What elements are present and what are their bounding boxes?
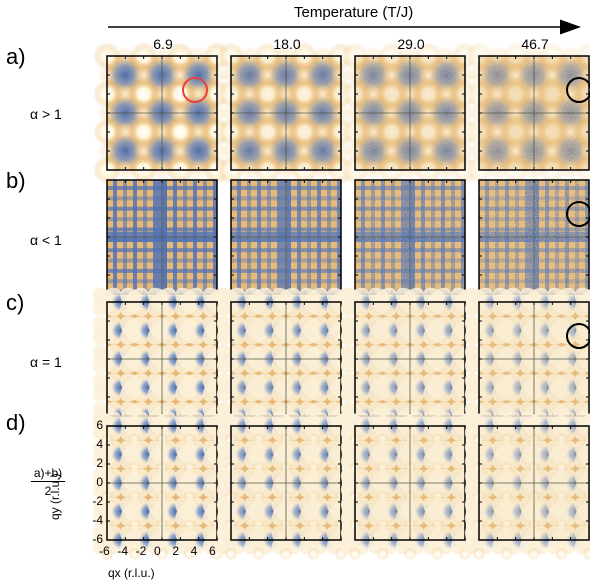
panel-r2-c4 [478, 179, 590, 295]
panel-r4-c3 [340, 411, 488, 561]
y-tick-label: -6 [92, 532, 103, 546]
x-tick-label: 2 [172, 544, 180, 558]
y-tick-label: 6 [96, 418, 103, 432]
panel-r1-c3 [341, 42, 479, 184]
x-axis-label: qx (r.l.u.) [108, 566, 155, 580]
y-axis-label: qy (r.l.u.) [48, 473, 62, 520]
markers [182, 77, 590, 349]
temperature-label-1: 6.9 [153, 36, 173, 52]
row-d-condition-numerator: a)+b) [33, 466, 63, 480]
row-b-letter: b) [6, 168, 26, 193]
y-tick-label: -4 [92, 513, 103, 527]
panel-r1-c1 [93, 42, 231, 184]
x-tick-label: 4 [190, 544, 198, 558]
x-tick-label: -2 [135, 544, 147, 558]
panel-r1-c2 [217, 42, 355, 184]
row-c-condition: α = 1 [30, 354, 62, 370]
row-c-letter: c) [6, 290, 25, 315]
row-d-letter: d) [6, 410, 26, 435]
black-circle-marker-3 [566, 323, 590, 349]
y-tick-label: 2 [96, 456, 103, 470]
panel-r4-c1 [92, 411, 240, 561]
temperature-label-3: 29.0 [397, 36, 425, 52]
row-a-condition: α > 1 [30, 106, 62, 122]
x-tick-label: 0 [154, 544, 161, 558]
temperature-label-4: 46.7 [521, 36, 549, 52]
row-a-letter: a) [6, 44, 26, 69]
panel-r2-c3 [354, 179, 466, 295]
fraction-bar [31, 481, 65, 482]
temperature-axis-title: Temperature (T/J) [294, 4, 414, 21]
row-d-condition-denominator: 2 [44, 484, 52, 498]
row-b-condition: α < 1 [30, 232, 62, 248]
panel-r1-c4 [465, 42, 590, 184]
red-circle-marker [182, 77, 208, 103]
y-tick-label: 0 [96, 475, 103, 489]
x-tick-label: -4 [117, 544, 128, 558]
x-tick-label: -6 [99, 544, 110, 558]
panel-r2-c2 [230, 179, 342, 295]
panel-grid [92, 42, 590, 561]
panel-r3-c3 [340, 287, 488, 431]
panel-r2-c1 [106, 179, 218, 295]
temperature-label-2: 18.0 [273, 36, 301, 52]
x-tick-label: 6 [209, 544, 216, 558]
panel-r4-c4 [464, 411, 590, 561]
y-tick-label: 4 [96, 437, 103, 451]
y-tick-label: -2 [92, 494, 103, 508]
black-circle-marker-2 [566, 201, 590, 227]
panel-r4-c2 [216, 411, 364, 561]
black-circle-marker-1 [566, 77, 590, 103]
